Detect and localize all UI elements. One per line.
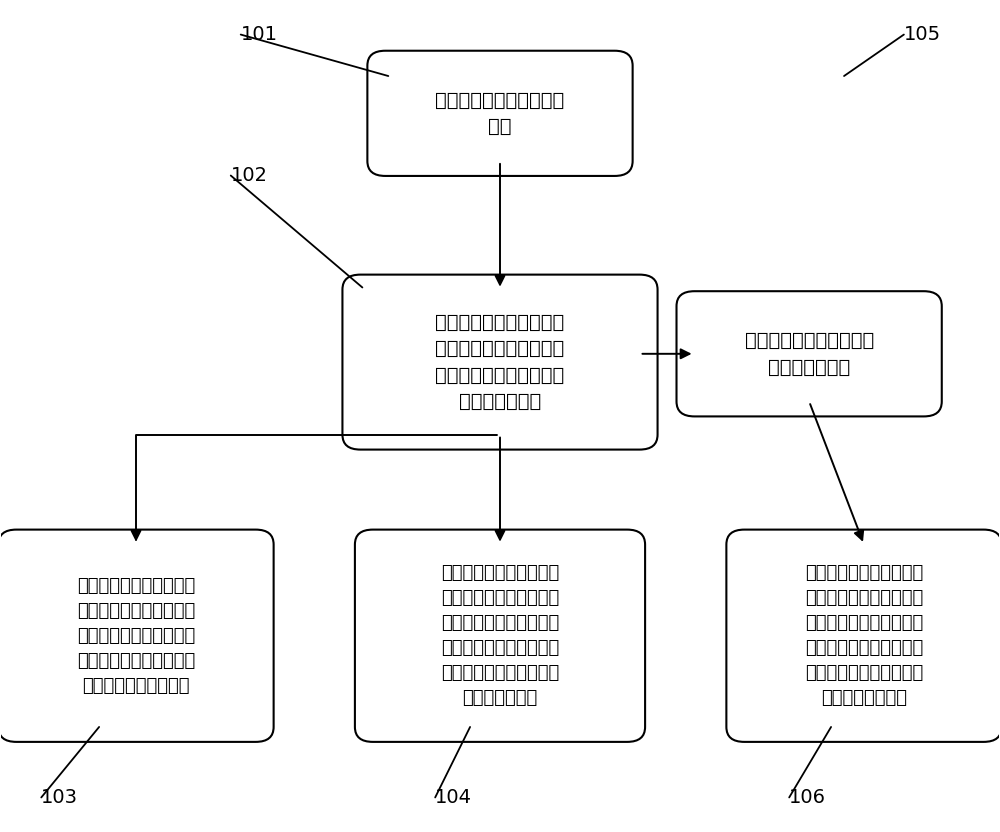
Text: 根据所述增程器的工作状
态、所述第一温度和所述
第二温度，向所述移动装
置输入第二控制信号，调
节所述散热器片与所述加
热器之间的距离: 根据所述增程器的工作状 态、所述第一温度和所述 第二温度，向所述移动装 置输入第…	[441, 564, 559, 707]
Text: 获取流出所述散热器片的
介质的第三温度: 获取流出所述散热器片的 介质的第三温度	[745, 331, 874, 377]
FancyBboxPatch shape	[677, 291, 942, 416]
Text: 102: 102	[231, 166, 268, 185]
Text: 101: 101	[241, 25, 278, 44]
FancyBboxPatch shape	[726, 530, 1000, 742]
Text: 获取汽车的增程器的工作
状态: 获取汽车的增程器的工作 状态	[435, 91, 565, 136]
Text: 103: 103	[41, 788, 78, 807]
FancyBboxPatch shape	[0, 530, 274, 742]
Text: 106: 106	[789, 788, 826, 807]
FancyBboxPatch shape	[342, 275, 658, 449]
Text: 104: 104	[435, 788, 472, 807]
FancyBboxPatch shape	[367, 51, 633, 176]
Text: 根据所述增程器的工作状
态、所述第一温度和所述
第二温度，向所述加热器
输出第一控制信号，调节
所述加热器的加热温度: 根据所述增程器的工作状 态、所述第一温度和所述 第二温度，向所述加热器 输出第一…	[77, 577, 195, 695]
Text: 根据所述增程器的工作状
态、所述第一温度和所述
第三温度，向所述流通管
路输入第三控制信号，控
制所述流通管路中的介质
进入散热循环管路: 根据所述增程器的工作状 态、所述第一温度和所述 第三温度，向所述流通管 路输入第…	[805, 564, 923, 707]
Text: 获取所述流通管路进入所
述散热器片内的介质的第
一温度和所述壳体的出风
口处的第二温度: 获取所述流通管路进入所 述散热器片内的介质的第 一温度和所述壳体的出风 口处的第…	[435, 313, 565, 411]
Text: 105: 105	[904, 25, 941, 44]
FancyBboxPatch shape	[355, 530, 645, 742]
